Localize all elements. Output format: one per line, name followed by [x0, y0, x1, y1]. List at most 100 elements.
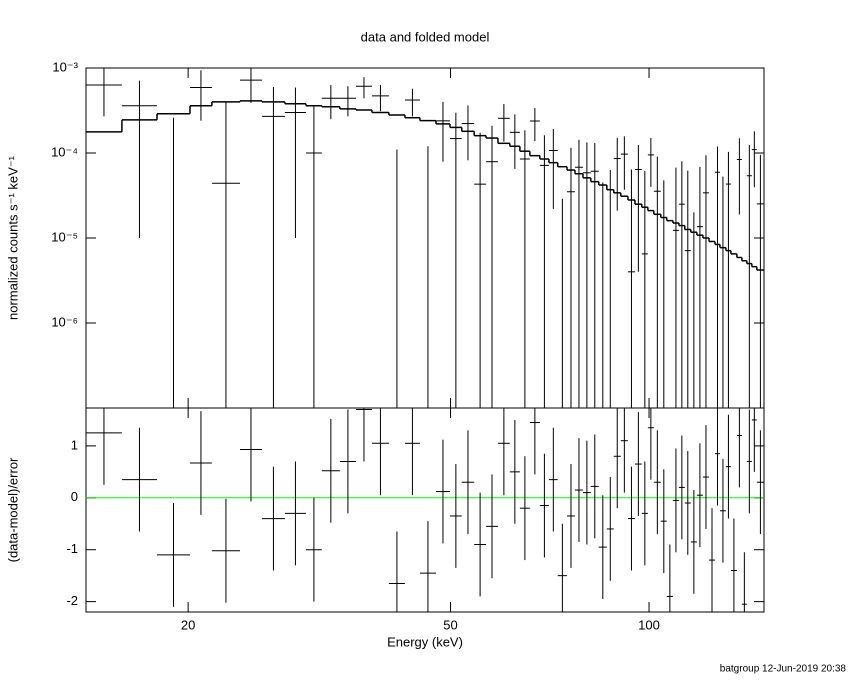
- y-tick-label: -2: [66, 593, 78, 608]
- data-point: [321, 85, 340, 120]
- x-tick-label: 20: [181, 617, 195, 632]
- data-point: [574, 139, 583, 408]
- panel-frame: [85, 407, 765, 613]
- data-point: [529, 408, 540, 475]
- data-point: [590, 434, 599, 539]
- data-point: [574, 438, 583, 542]
- data-point: [620, 408, 628, 493]
- data-point: [404, 408, 420, 496]
- chart-title: data and folded model: [361, 29, 490, 44]
- data-point: [634, 412, 642, 516]
- data-point: [211, 102, 240, 408]
- data-point: [497, 408, 510, 496]
- data-layer: [86, 68, 764, 408]
- y-tick-label: 10⁻⁵: [51, 229, 78, 244]
- y-tick-label: 0: [71, 489, 78, 504]
- data-point: [736, 138, 742, 215]
- data-point: [519, 130, 530, 408]
- data-point: [567, 464, 575, 568]
- data-point: [121, 80, 158, 238]
- data-point: [684, 170, 691, 408]
- x-tick-label: 100: [638, 617, 660, 632]
- data-point: [474, 492, 487, 597]
- data-point: [634, 145, 642, 272]
- data-point: [672, 167, 679, 408]
- data-point: [696, 166, 703, 408]
- data-point: [355, 408, 372, 462]
- data-point: [449, 464, 462, 568]
- data-point: [627, 466, 635, 571]
- data-point: [741, 552, 747, 612]
- data-point: [613, 137, 621, 211]
- data-point: [714, 408, 720, 506]
- footer: batgroup 12-Jun-2019 20:38: [720, 664, 847, 675]
- data-point: [684, 451, 691, 555]
- data-point: [157, 502, 190, 607]
- data-point: [627, 169, 635, 408]
- data-point: [598, 495, 607, 600]
- data-point: [606, 477, 614, 581]
- y-tick-label: 10⁻⁴: [51, 144, 78, 159]
- data-point: [419, 521, 436, 612]
- data-point: [714, 146, 720, 408]
- data-point: [719, 458, 726, 563]
- data-point: [653, 156, 661, 408]
- data-point: [672, 448, 679, 553]
- data-point: [548, 128, 558, 209]
- data-point: [725, 414, 731, 519]
- data-point: [371, 408, 389, 496]
- data-point: [404, 88, 420, 117]
- y-tick-label: 10⁻⁶: [51, 314, 78, 329]
- y-tick-label: -1: [66, 541, 78, 556]
- y-tick-label: 10⁻³: [52, 59, 78, 74]
- data-point: [567, 147, 575, 408]
- data-point: [305, 105, 322, 408]
- data-point: [539, 135, 549, 408]
- data-point: [548, 427, 558, 532]
- data-point: [509, 419, 520, 524]
- data-point: [557, 523, 568, 612]
- y-tick-label: 1: [71, 437, 78, 452]
- data-point: [284, 461, 306, 566]
- data-point: [725, 151, 731, 408]
- data-point: [239, 408, 262, 502]
- data-point: [730, 518, 737, 612]
- data-point: [211, 498, 240, 603]
- data-point: [86, 408, 122, 485]
- data-point: [647, 408, 654, 480]
- data-point: [751, 408, 757, 472]
- data-point: [746, 145, 752, 408]
- data-point: [696, 443, 703, 548]
- data-point: [284, 87, 306, 238]
- data-point: [647, 138, 654, 187]
- data-point: [261, 466, 285, 571]
- data-point: [461, 105, 475, 161]
- data-point: [239, 68, 262, 103]
- data-point: [529, 108, 540, 142]
- y-axis-label: (data-model)/error: [5, 457, 20, 562]
- x-axis-label: Energy (keV): [387, 634, 463, 649]
- data-point: [641, 461, 648, 566]
- data-point: [653, 430, 661, 535]
- model-step-joins: [121, 100, 758, 271]
- data-point: [756, 154, 764, 408]
- data-point: [371, 85, 389, 112]
- data-point: [509, 114, 520, 169]
- data-point: [751, 131, 757, 188]
- data-point: [486, 125, 498, 408]
- data-point: [519, 456, 530, 561]
- data-point: [702, 155, 710, 408]
- data-point: [746, 409, 752, 514]
- data-point: [339, 86, 356, 117]
- data-point: [613, 408, 621, 509]
- data-point: [702, 425, 710, 529]
- data-point: [660, 469, 667, 574]
- data-point: [678, 161, 685, 408]
- data-point: [305, 497, 322, 602]
- data-point: [121, 427, 158, 532]
- data-point: [620, 136, 628, 190]
- data-point: [756, 430, 764, 535]
- data-point: [339, 409, 356, 514]
